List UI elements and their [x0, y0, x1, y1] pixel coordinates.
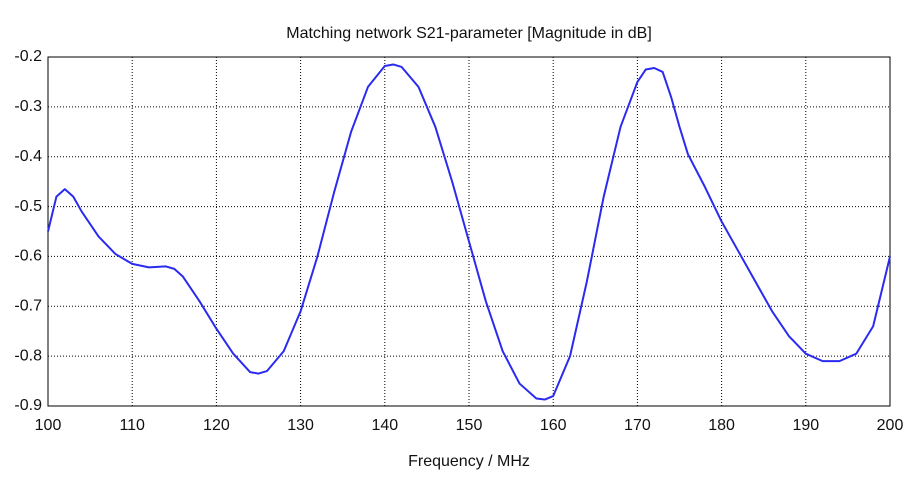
- y-tick-label: -0.8: [14, 347, 42, 364]
- y-tick-label: -0.9: [14, 397, 42, 414]
- y-tick-label: -0.7: [14, 298, 42, 315]
- x-tick-label: 130: [287, 417, 314, 434]
- y-tick-label: -0.4: [14, 148, 42, 165]
- y-tick-label: -0.5: [14, 198, 42, 215]
- x-tick-label: 120: [203, 417, 230, 434]
- chart-title: Matching network S21-parameter [Magnitud…: [286, 25, 652, 42]
- y-tick-label: -0.2: [14, 48, 42, 65]
- x-axis-label: Frequency / MHz: [408, 453, 530, 470]
- x-tick-label: 140: [371, 417, 398, 434]
- y-tick-label: -0.6: [14, 248, 42, 265]
- x-tick-label: 110: [119, 417, 145, 434]
- x-tick-label: 190: [792, 417, 819, 434]
- data-line: [47, 63, 891, 401]
- x-tick-label: 150: [456, 417, 483, 434]
- x-tick-label: 180: [708, 417, 735, 434]
- x-tick-label: 160: [540, 417, 567, 434]
- x-tick-label: 200: [877, 417, 904, 434]
- x-tick-label: 170: [624, 417, 651, 434]
- y-tick-label: -0.3: [14, 98, 42, 115]
- x-tick-label: 100: [35, 417, 62, 434]
